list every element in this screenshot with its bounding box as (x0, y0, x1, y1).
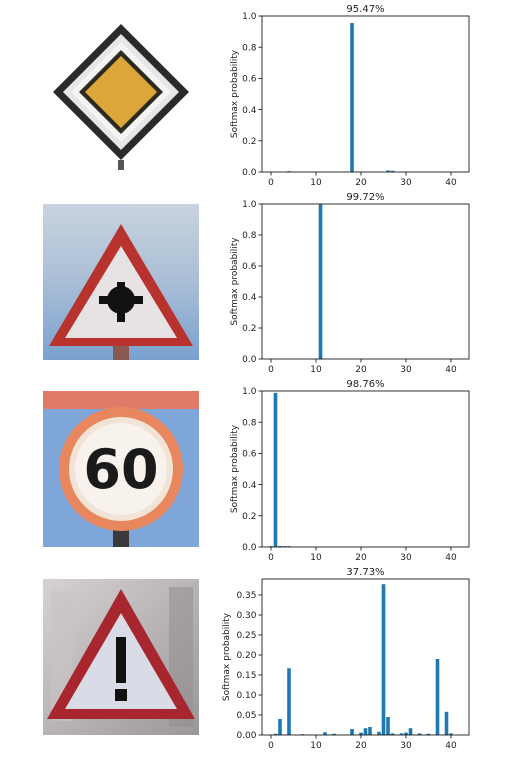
chart-title: 37.73% (346, 567, 384, 578)
y-tick-label: 0.6 (242, 450, 257, 460)
bar-class-24 (377, 732, 381, 735)
x-tick-label: 40 (445, 553, 457, 563)
y-tick-label: 0.35 (236, 591, 256, 601)
y-tick-label: 0.4 (242, 481, 257, 491)
x-tick-label: 30 (400, 178, 412, 188)
bar-class-12 (323, 732, 327, 735)
y-tick-label: 0.8 (242, 43, 257, 53)
y-tick-label: 0.8 (242, 418, 257, 428)
bar-class-18 (350, 729, 354, 735)
x-tick-label: 0 (268, 365, 274, 375)
y-tick-label: 0.25 (236, 631, 256, 641)
y-tick-label: 0.0 (242, 355, 257, 365)
y-tick-label: 1.0 (242, 12, 257, 22)
bar-class-21 (364, 728, 368, 735)
bar-class-18 (350, 23, 354, 172)
x-tick-label: 20 (355, 741, 367, 751)
x-tick-label: 10 (310, 553, 322, 563)
chart-title: 99.72% (346, 192, 384, 203)
x-tick-label: 10 (310, 741, 322, 751)
bar-class-2 (278, 719, 282, 735)
y-axis-label: Softmax probability (230, 49, 240, 138)
chart-1: 0 10 20 30 40 0.0 0.2 0.4 0.6 0.8 1.0 95.47% Softmax… (230, 4, 469, 188)
y-tick-label: 0.2 (242, 512, 256, 522)
y-tick-label: 0.4 (242, 293, 257, 303)
y-tick-label: 0.6 (242, 262, 257, 272)
x-tick-label: 40 (445, 741, 457, 751)
x-tick-label: 30 (400, 741, 412, 751)
x-tick-label: 30 (400, 365, 412, 375)
x-tick-label: 10 (310, 178, 322, 188)
y-tick-label: 0.6 (242, 75, 257, 85)
y-tick-label: 0.2 (242, 137, 256, 147)
x-tick-label: 0 (268, 741, 274, 751)
y-tick-label: 0.00 (236, 731, 256, 741)
x-tick-label: 30 (400, 553, 412, 563)
bar-class-11 (319, 204, 323, 359)
y-axis-label: Softmax probability (230, 237, 240, 326)
y-tick-label: 0.0 (242, 168, 257, 178)
axes-frame (262, 391, 469, 547)
bar-class-1 (274, 393, 278, 547)
x-tick-label: 20 (355, 553, 367, 563)
chart-3: 0 10 20 30 40 0.0 0.2 0.4 0.6 0.8 1.0 98.76% Softmax… (230, 379, 469, 563)
bar-class-37 (436, 659, 440, 735)
x-tick-label: 20 (355, 178, 367, 188)
y-tick-label: 0.30 (236, 611, 256, 621)
bar-class-22 (368, 727, 372, 735)
y-tick-label: 0.05 (236, 711, 256, 721)
y-axis-label: Softmax probability (222, 612, 232, 701)
y-tick-label: 0.0 (242, 543, 257, 553)
x-tick-label: 40 (445, 365, 457, 375)
y-tick-label: 0.10 (236, 691, 256, 701)
chart-2: 0 10 20 30 40 0.0 0.2 0.4 0.6 0.8 1.0 99.72% Softmax… (230, 192, 469, 375)
y-tick-label: 0.2 (242, 324, 256, 334)
x-tick-label: 10 (310, 365, 322, 375)
bar-class-25 (382, 584, 386, 735)
chart-title: 98.76% (346, 379, 384, 390)
x-tick-label: 0 (268, 178, 274, 188)
bar-class-4 (287, 668, 291, 735)
y-tick-label: 1.0 (242, 200, 257, 210)
bar-class-26 (386, 717, 390, 735)
axes-frame (262, 204, 469, 359)
x-tick-label: 20 (355, 365, 367, 375)
axes-frame (262, 16, 469, 172)
y-tick-label: 0.4 (242, 106, 257, 116)
chart-4: 0 10 20 30 40 0.00 0.05 0.10 0.15 0.20 0.25 0.30 0.3… (222, 567, 469, 751)
x-tick-label: 40 (445, 178, 457, 188)
y-tick-label: 0.15 (236, 671, 256, 681)
y-tick-label: 1.0 (242, 387, 257, 397)
x-tick-label: 0 (268, 553, 274, 563)
chart-title: 95.47% (346, 4, 384, 15)
y-tick-label: 0.20 (236, 651, 256, 661)
y-axis-label: Softmax probability (230, 424, 240, 513)
bar-class-39 (445, 712, 449, 735)
y-tick-label: 0.8 (242, 231, 257, 241)
bar-class-31 (409, 728, 413, 735)
